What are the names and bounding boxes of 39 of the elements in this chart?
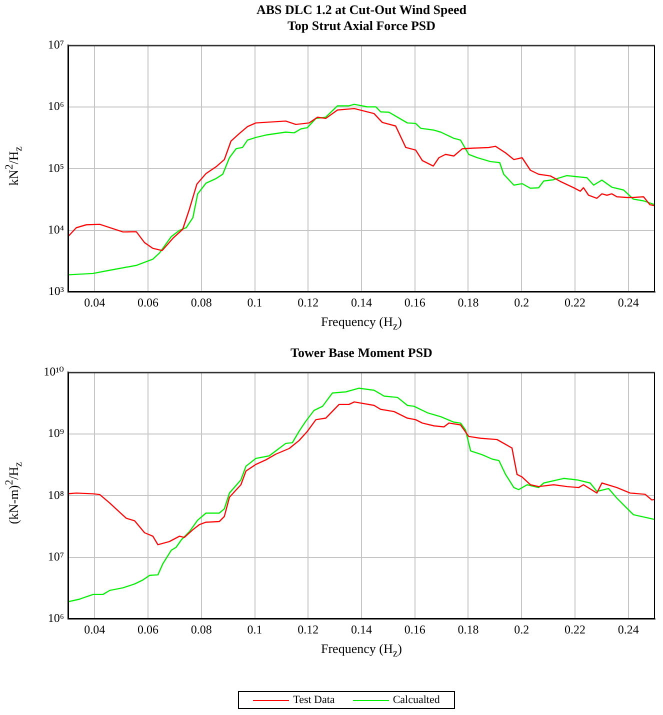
x-tick-label: 0.06 [138,295,159,310]
y-tick-label: 10⁶ [48,99,64,114]
x-tick-label: 0.14 [351,295,372,310]
y-tick-label: 10¹⁰ [44,364,64,378]
x-tick-label: 0.16 [404,622,426,636]
x-tick-label: 0.08 [190,622,212,636]
chart-title: ABS DLC 1.2 at Cut-Out Wind Speed [255,2,468,18]
x-axis-title: Frequency (H$_{z}$) [320,314,403,335]
x-tick-label: 0.04 [84,295,106,310]
x-tick-label: 0.18 [458,622,479,636]
x-tick-label: 0.18 [458,295,479,310]
x-tick-label: 0.22 [564,622,586,636]
x-tick-label: 0.2 [514,295,530,310]
y-tick-label: 10⁷ [48,37,64,52]
x-axis-title: Frequency (H$_{z}$) [320,641,403,662]
x-tick-label: 0.24 [618,622,639,636]
legend-label: Calcualted [392,694,440,706]
y-tick-label: 10⁷ [48,549,64,564]
x-tick-label: 0.12 [298,295,319,310]
x-tick-label: 0.06 [138,622,159,636]
x-tick-label: 0.12 [298,622,319,636]
x-tick-label: 0.22 [564,295,586,310]
chart-title: Tower Base Moment PSD [290,345,434,361]
x-tick-label: 0.1 [247,622,262,636]
x-tick-label: 0.1 [247,295,262,310]
x-tick-label: 0.04 [84,622,106,636]
y-tick-label: 10⁴ [48,222,64,236]
y-tick-label: 10⁸ [48,488,64,502]
x-tick-label: 0.08 [190,295,212,310]
x-tick-label: 0.2 [514,622,530,636]
legend-label: Test Data [293,694,335,706]
x-tick-label: 0.14 [351,622,372,636]
x-tick-label: 0.16 [404,295,426,310]
chart-subtitle: Top Strut Axial Force PSD [286,18,437,34]
y-tick-label: 10⁶ [48,611,64,626]
y-tick-label: 10³ [48,284,64,298]
y-tick-label: 10⁹ [48,426,64,440]
y-tick-label: 10⁵ [48,160,64,175]
x-tick-label: 0.24 [618,295,639,310]
